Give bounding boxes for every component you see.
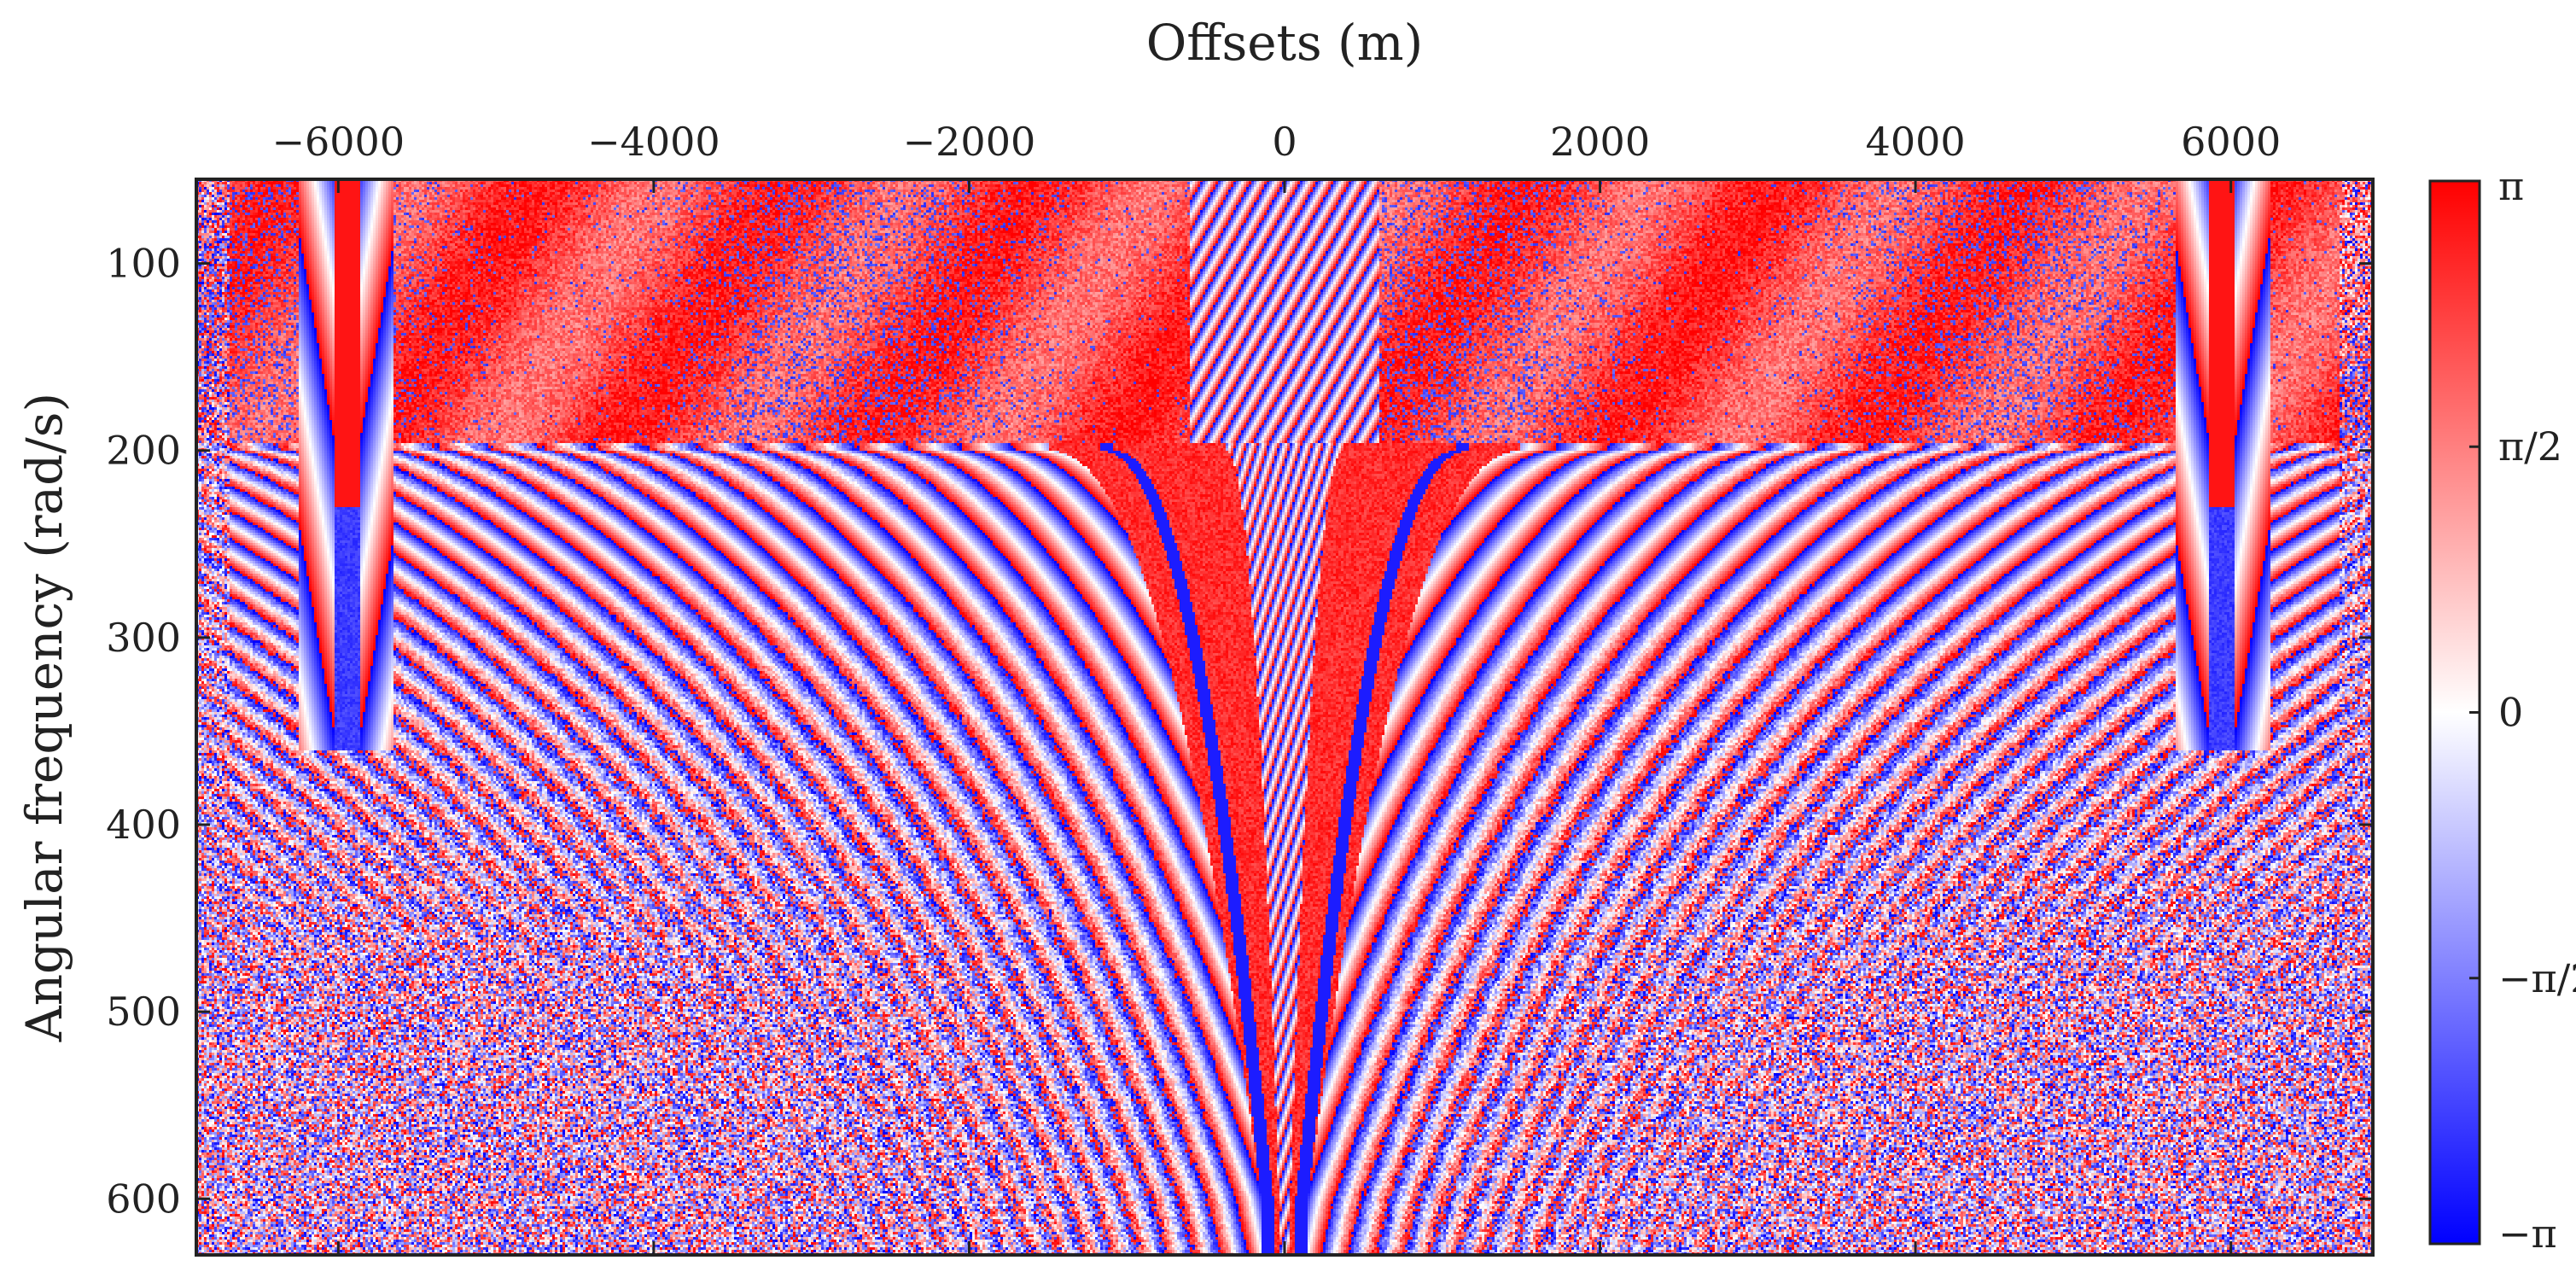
x-tick-label: −6000 bbox=[271, 119, 405, 165]
phase-heatmap bbox=[196, 179, 2373, 1255]
y-tick-label: 200 bbox=[106, 428, 181, 474]
y-axis-title: Angular frequency (rad/s) bbox=[15, 393, 73, 1042]
y-tick-label: 400 bbox=[106, 802, 181, 848]
colorbar-tick-label: 0 bbox=[2498, 690, 2523, 736]
x-tick-label: 4000 bbox=[1866, 119, 1966, 165]
colorbar-ticks: π π/2 0 −π/2 −π bbox=[2469, 163, 2576, 1257]
x-tick-label: −4000 bbox=[587, 119, 720, 165]
colorbar-tick-label: −π bbox=[2498, 1211, 2557, 1257]
y-tick-label: 500 bbox=[106, 989, 181, 1035]
x-tick-label: 2000 bbox=[1550, 119, 1650, 165]
x-tick-label: 6000 bbox=[2181, 119, 2281, 165]
colorbar-tick-label: −π/2 bbox=[2498, 955, 2576, 1001]
y-tick-label: 100 bbox=[106, 241, 181, 287]
y-tick-label: 300 bbox=[106, 615, 181, 661]
x-tick-label: 0 bbox=[1272, 119, 1297, 165]
colorbar-tick-label: π bbox=[2498, 163, 2524, 209]
y-tick-label: 600 bbox=[106, 1176, 181, 1222]
x-axis: −6000 −4000 −2000 0 2000 4000 6000 bbox=[271, 119, 2281, 1255]
x-axis-title: Offsets (m) bbox=[1146, 14, 1424, 72]
colorbar-tick-label: π/2 bbox=[2498, 423, 2562, 470]
y-axis: 100 200 300 400 500 600 bbox=[106, 241, 2373, 1222]
x-tick-label: −2000 bbox=[903, 119, 1036, 165]
